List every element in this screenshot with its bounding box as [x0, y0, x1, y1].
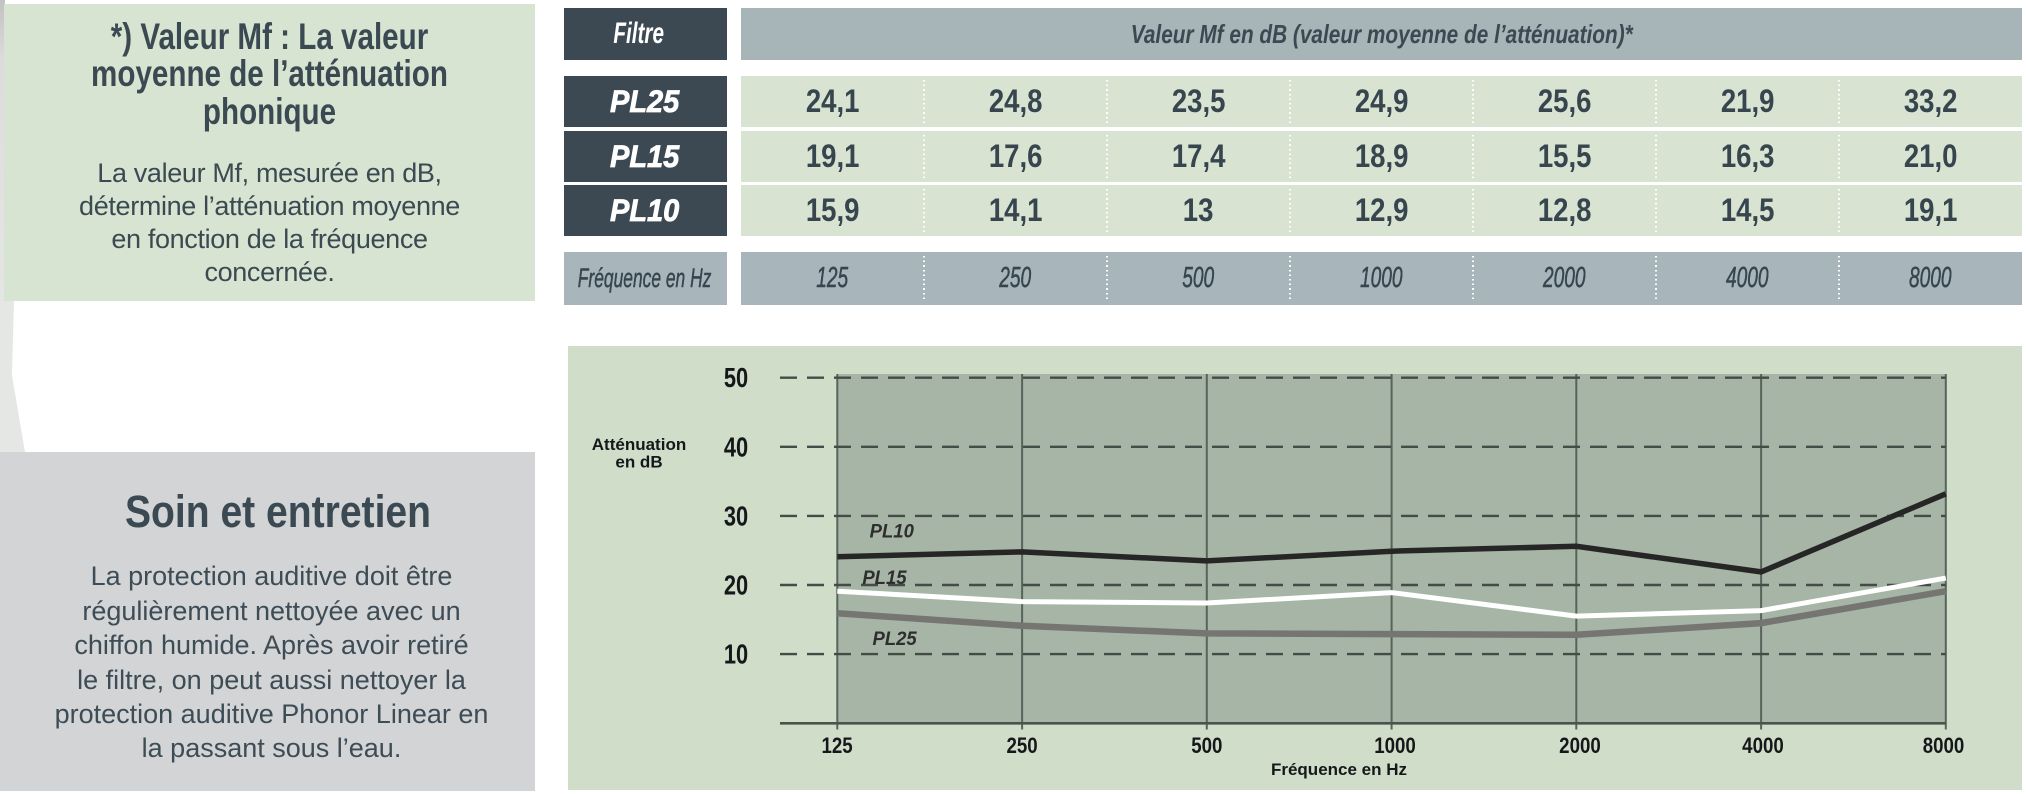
- svg-text:1000: 1000: [1374, 735, 1416, 759]
- svg-text:8000: 8000: [1923, 735, 1965, 759]
- svg-text:40: 40: [724, 432, 748, 463]
- svg-text:30: 30: [724, 501, 748, 532]
- svg-text:125: 125: [821, 735, 852, 759]
- svg-text:500: 500: [1191, 735, 1222, 759]
- svg-text:PL15: PL15: [862, 568, 907, 590]
- svg-text:10: 10: [724, 639, 748, 670]
- svg-text:250: 250: [1007, 735, 1038, 759]
- svg-text:20: 20: [724, 570, 748, 601]
- svg-text:Atténuation: Atténuation: [592, 435, 686, 454]
- svg-text:4000: 4000: [1742, 735, 1784, 759]
- svg-text:50: 50: [724, 363, 748, 394]
- svg-text:en dB: en dB: [615, 453, 662, 472]
- svg-text:2000: 2000: [1559, 735, 1601, 759]
- svg-text:PL10: PL10: [870, 521, 915, 543]
- svg-text:Fréquence en Hz: Fréquence en Hz: [1271, 760, 1407, 779]
- svg-text:PL25: PL25: [872, 629, 917, 651]
